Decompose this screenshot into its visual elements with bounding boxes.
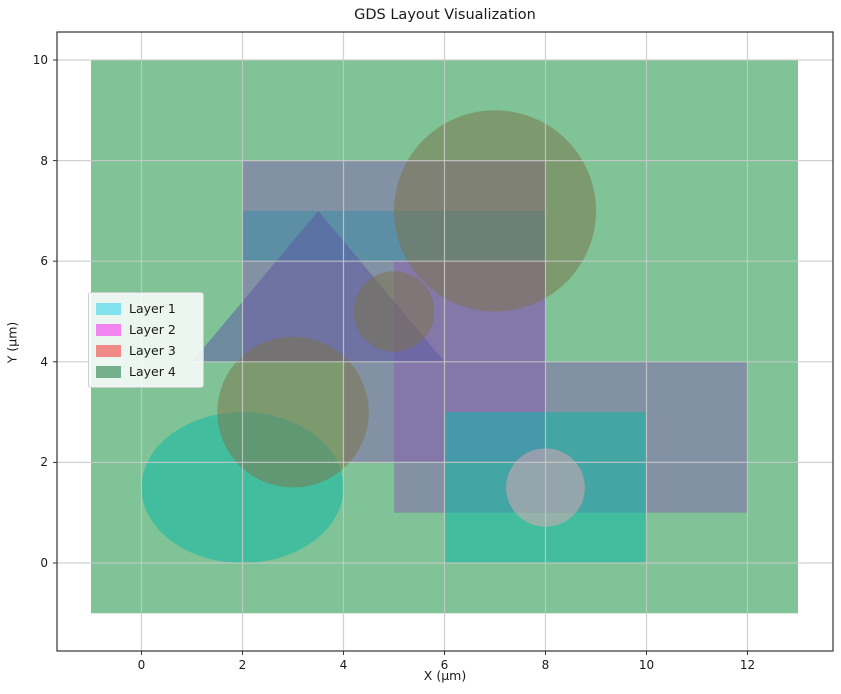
x-tick-label: 8 <box>541 658 550 672</box>
y-tick-label: 4 <box>40 354 48 369</box>
legend-item: Layer 3 <box>96 340 195 361</box>
y-tick-label: 0 <box>40 556 48 570</box>
legend-item: Layer 1 <box>96 298 195 319</box>
olive-circle-tiny <box>353 271 435 352</box>
legend-swatch <box>96 365 121 378</box>
legend-item: Layer 4 <box>96 361 195 382</box>
x-axis-label: X (μm) <box>423 668 467 683</box>
olive-circle-small <box>217 336 369 488</box>
legend-swatch <box>96 323 121 336</box>
chart-title: GDS Layout Visualization <box>354 7 536 23</box>
olive-circle-large <box>394 110 596 312</box>
x-tick-label: 10 <box>638 658 655 672</box>
y-axis-label: Y (μm) <box>4 321 20 364</box>
legend-item: Layer 2 <box>96 319 195 340</box>
y-tick-label: 6 <box>40 254 48 269</box>
x-tick-label: 12 <box>739 658 756 672</box>
x-tick-label: 0 <box>137 658 146 672</box>
legend-swatch <box>96 302 121 315</box>
y-tick-label: 8 <box>40 153 48 168</box>
x-tick-label: 2 <box>238 658 247 672</box>
legend-swatch <box>96 344 121 357</box>
legend-label: Layer 4 <box>129 364 176 379</box>
y-tick-label: 2 <box>40 455 48 470</box>
legend-label: Layer 1 <box>129 301 176 316</box>
legend: Layer 1 Layer 2 Layer 3 Layer 4 <box>88 292 204 388</box>
legend-label: Layer 3 <box>129 343 176 358</box>
x-tick-label: 6 <box>440 658 449 672</box>
legend-label: Layer 2 <box>129 322 176 337</box>
y-tick-label: 10 <box>32 53 48 67</box>
x-tick-label: 4 <box>339 658 348 672</box>
